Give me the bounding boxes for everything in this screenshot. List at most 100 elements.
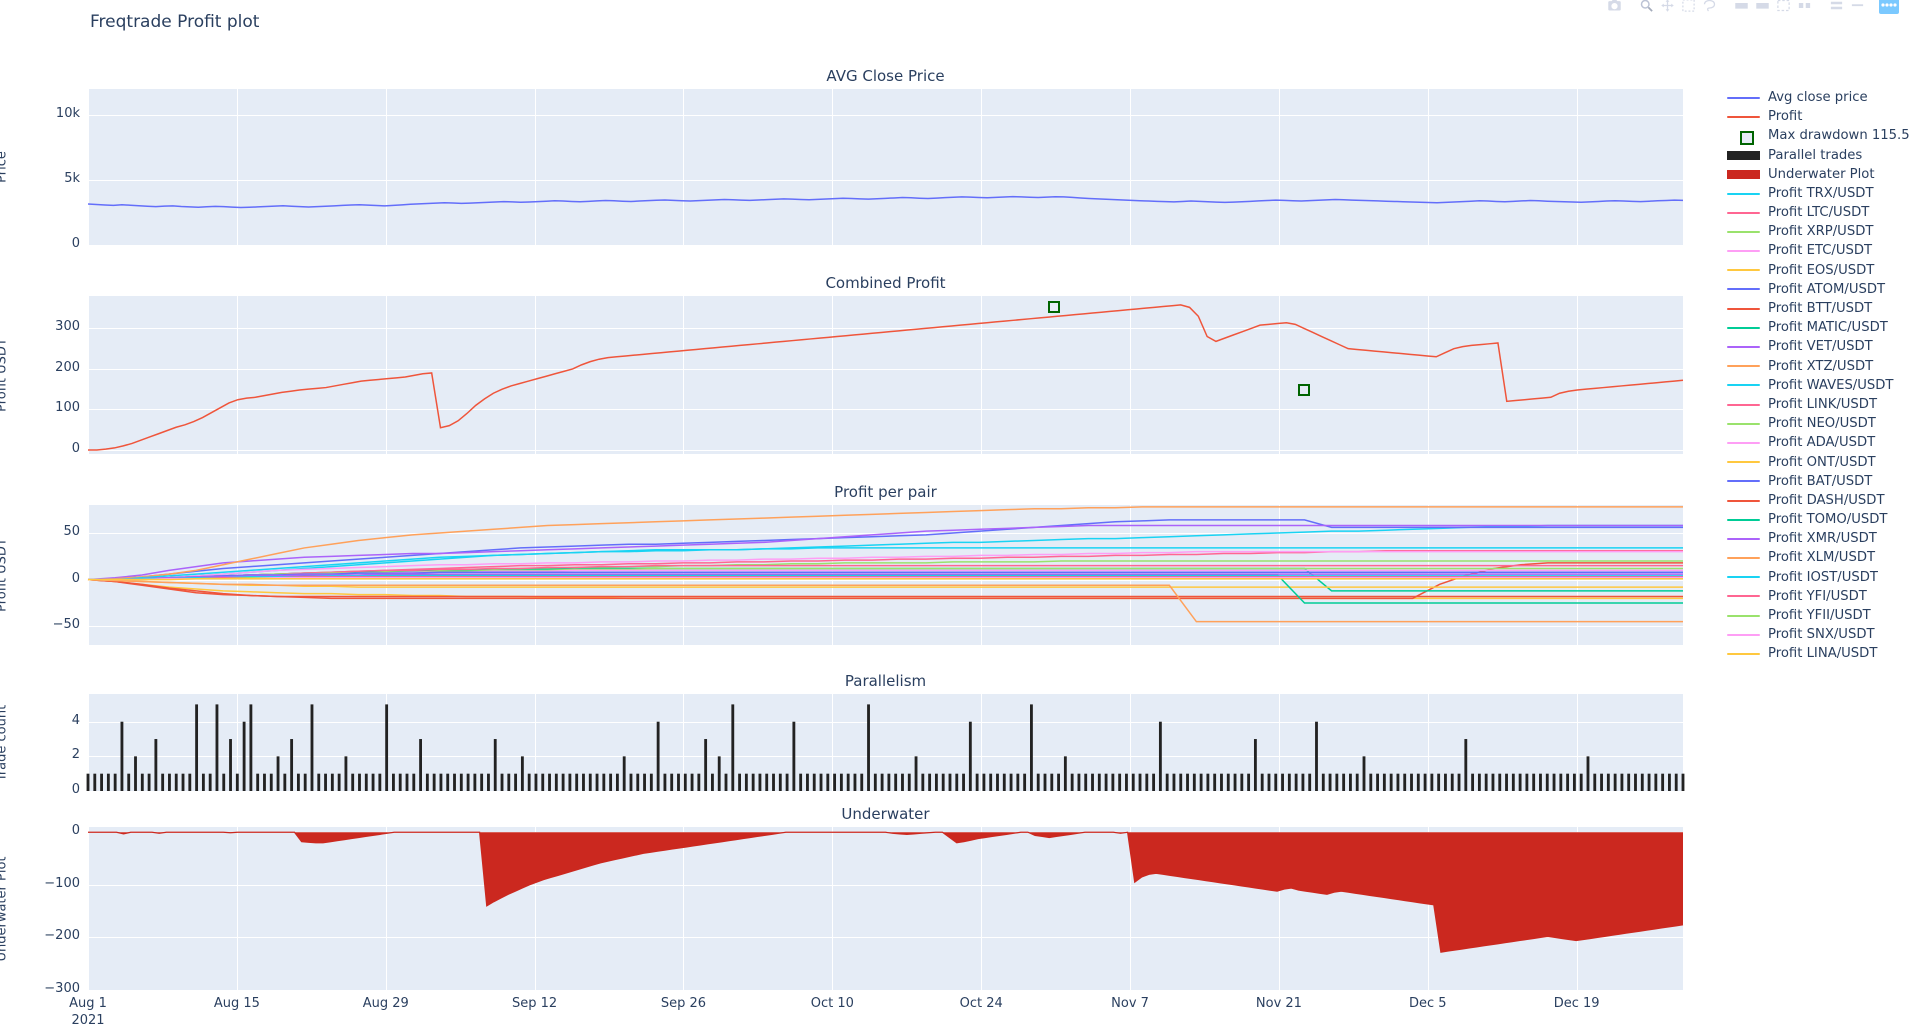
y-tick-label: 0: [71, 570, 80, 586]
y-axis-label-avg-close-price: Price: [0, 151, 10, 183]
pan-icon[interactable]: [1657, 0, 1677, 14]
x-gridline: [1576, 694, 1578, 791]
plot-area-profit-per-pair[interactable]: [87, 505, 1683, 645]
spike-lines-icon[interactable]: [1826, 0, 1846, 14]
bar: [717, 756, 721, 791]
legend-swatch-icon: [1725, 609, 1762, 623]
legend-item-profit-ont-usdt[interactable]: Profit ONT/USDT: [1725, 453, 1910, 472]
bar: [1559, 773, 1563, 791]
legend-item-profit-btt-usdt[interactable]: Profit BTT/USDT: [1725, 299, 1910, 318]
bar: [1030, 704, 1033, 791]
bar: [975, 773, 979, 791]
legend-item-profit-matic-usdt[interactable]: Profit MATIC/USDT: [1725, 318, 1910, 337]
bar: [697, 773, 701, 791]
series-layer-avg-close-price: [87, 195, 1684, 209]
bar: [731, 704, 735, 791]
legend-item-profit-tomo-usdt[interactable]: Profit TOMO/USDT: [1725, 510, 1910, 529]
legend-item-profit-link-usdt[interactable]: Profit LINK/USDT: [1725, 395, 1910, 414]
plotly-logo-icon[interactable]: [1879, 0, 1899, 14]
autoscale-icon[interactable]: [1773, 0, 1793, 14]
legend-swatch-icon: [1725, 513, 1762, 527]
legend-item-profit-atom-usdt[interactable]: Profit ATOM/USDT: [1725, 280, 1910, 299]
legend-item-label: Avg close price: [1768, 89, 1868, 105]
modebar-group-logo[interactable]: [1874, 0, 1904, 14]
modebar-group-zoom[interactable]: [1726, 0, 1819, 14]
modebar-group-drag[interactable]: [1631, 0, 1724, 14]
legend-item-profit-yfii-usdt[interactable]: Profit YFII/USDT: [1725, 606, 1910, 625]
bar: [120, 721, 124, 791]
legend[interactable]: Avg close price Profit Max drawdown 115.59…: [1725, 88, 1910, 664]
bar: [1437, 773, 1441, 791]
legend-item-profit-bat-usdt[interactable]: Profit BAT/USDT: [1725, 472, 1910, 491]
zoom-icon[interactable]: [1636, 0, 1656, 14]
legend-item-profit-ltc-usdt[interactable]: Profit LTC/USDT: [1725, 203, 1910, 222]
camera-icon[interactable]: [1604, 0, 1624, 14]
legend-item-profit-vet-usdt[interactable]: Profit VET/USDT: [1725, 337, 1910, 356]
bar: [1267, 773, 1271, 791]
legend-item-avg-close-price[interactable]: Avg close price: [1725, 88, 1910, 107]
bar: [1403, 773, 1407, 791]
bar: [1369, 773, 1373, 791]
legend-item-max-drawdown-115-59[interactable]: Max drawdown 115.59%: [1725, 126, 1910, 145]
reset-axes-icon[interactable]: [1794, 0, 1814, 14]
bar: [867, 704, 870, 791]
x-gridline: [832, 694, 834, 791]
bar: [181, 773, 185, 791]
modebar-group-hover[interactable]: [1821, 0, 1872, 14]
legend-item-profit-iost-usdt[interactable]: Profit IOST/USDT: [1725, 568, 1910, 587]
x-gridline: [1130, 694, 1132, 791]
legend-swatch-icon: [1725, 91, 1762, 105]
legend-item-parallel-trades[interactable]: Parallel trades: [1725, 146, 1910, 165]
zoom-out-icon[interactable]: [1752, 0, 1772, 14]
legend-swatch-icon: [1725, 628, 1762, 642]
legend-item-profit-yfi-usdt[interactable]: Profit YFI/USDT: [1725, 587, 1910, 606]
bar: [996, 773, 999, 791]
bar: [1199, 773, 1203, 791]
series-layer-profit-per-pair: [87, 506, 1683, 623]
bar: [839, 773, 843, 791]
x-gridline: [1130, 89, 1132, 245]
legend-item-profit-lina-usdt[interactable]: Profit LINA/USDT: [1725, 644, 1910, 663]
bar: [1498, 773, 1502, 791]
bar: [161, 773, 165, 791]
plot-area-avg-close-price[interactable]: [87, 89, 1684, 246]
bar: [1057, 773, 1060, 791]
plotly-modebar[interactable]: [1599, 0, 1904, 14]
legend-item-profit-xrp-usdt[interactable]: Profit XRP/USDT: [1725, 222, 1910, 241]
legend-item-profit-xmr-usdt[interactable]: Profit XMR/USDT: [1725, 529, 1910, 548]
legend-item-profit-dash-usdt[interactable]: Profit DASH/USDT: [1725, 491, 1910, 510]
plot-area-parallelism[interactable]: [86, 694, 1685, 792]
hover-compare-icon[interactable]: [1847, 0, 1867, 14]
bar: [147, 773, 151, 791]
bar: [955, 773, 959, 791]
legend-item-profit-xlm-usdt[interactable]: Profit XLM/USDT: [1725, 549, 1910, 568]
plot-area-underwater[interactable]: [88, 827, 1684, 991]
legend-item-profit[interactable]: Profit: [1725, 107, 1910, 126]
bar: [1349, 773, 1352, 791]
bar: [222, 773, 226, 791]
legend-item-profit-etc-usdt[interactable]: Profit ETC/USDT: [1725, 242, 1910, 261]
legend-item-label: Profit SNX/USDT: [1768, 627, 1875, 643]
legend-item-label: Profit XTZ/USDT: [1768, 358, 1874, 374]
y-tick-label: 2: [71, 747, 80, 763]
bar: [1532, 773, 1536, 791]
modebar-group-download[interactable]: [1599, 0, 1629, 14]
zoom-in-icon[interactable]: [1731, 0, 1751, 14]
lasso-icon[interactable]: [1699, 0, 1719, 14]
bar: [432, 773, 436, 791]
y-tick-label: 200: [55, 359, 80, 375]
legend-item-profit-trx-usdt[interactable]: Profit TRX/USDT: [1725, 184, 1910, 203]
bar: [1308, 773, 1312, 791]
bar: [806, 773, 809, 791]
legend-item-profit-eos-usdt[interactable]: Profit EOS/USDT: [1725, 261, 1910, 280]
legend-item-underwater-plot[interactable]: Underwater Plot: [1725, 165, 1910, 184]
bar: [168, 773, 171, 791]
plot-area-combined-profit[interactable]: [88, 296, 1684, 454]
legend-item-profit-waves-usdt[interactable]: Profit WAVES/USDT: [1725, 376, 1910, 395]
legend-item-profit-xtz-usdt[interactable]: Profit XTZ/USDT: [1725, 357, 1910, 376]
legend-item-profit-ada-usdt[interactable]: Profit ADA/USDT: [1725, 433, 1910, 452]
legend-item-label: Profit XRP/USDT: [1768, 224, 1874, 240]
select-icon[interactable]: [1678, 0, 1698, 14]
legend-item-profit-neo-usdt[interactable]: Profit NEO/USDT: [1725, 414, 1910, 433]
legend-item-profit-snx-usdt[interactable]: Profit SNX/USDT: [1725, 625, 1910, 644]
